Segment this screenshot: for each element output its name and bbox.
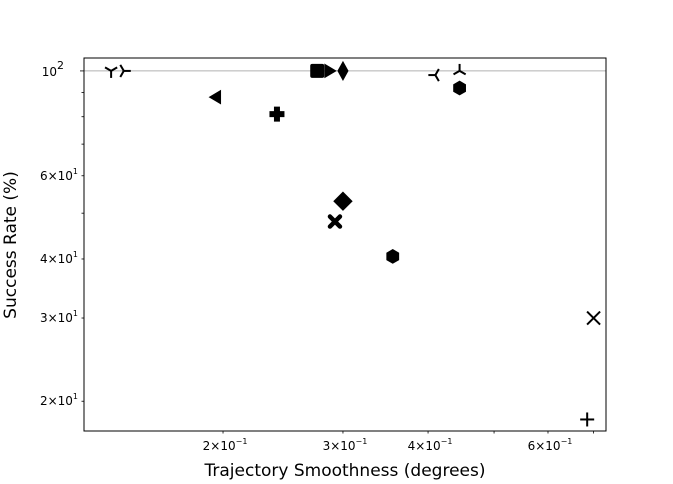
- data-points-layer: [104, 60, 601, 427]
- triangle-left-mark: [208, 89, 222, 105]
- tri-spoke: [453, 70, 461, 76]
- y-tick-label: 102: [42, 59, 64, 79]
- data-point-diamond: [333, 191, 353, 211]
- diamond-mark: [333, 191, 353, 211]
- data-point-tri-up: [453, 63, 467, 76]
- tri-spoke: [104, 66, 112, 72]
- data-point-triangle-right: [324, 63, 337, 79]
- tri-spoke: [119, 70, 125, 78]
- y-tick-label: 6×101: [40, 167, 78, 183]
- data-point-triangle-left: [208, 89, 222, 105]
- tri-spoke: [459, 70, 467, 76]
- data-point-plus: [580, 412, 595, 427]
- thin-diamond-mark: [337, 60, 349, 81]
- y-axis-label: Success Rate (%): [1, 171, 21, 319]
- data-point-hexagon: [386, 249, 400, 264]
- data-point-x-filled: [327, 214, 343, 229]
- filled-plus-mark: [269, 106, 285, 122]
- hexagon-mark: [386, 249, 400, 264]
- square-mark: [310, 63, 325, 78]
- x-tick-label: 2×10−1: [203, 437, 248, 453]
- tri-spoke: [110, 66, 118, 72]
- data-point-square: [310, 63, 325, 78]
- data-point-tri-left: [428, 68, 440, 82]
- data-point-tri-down: [104, 66, 118, 78]
- filled-x-stroke: [327, 214, 343, 229]
- x-axis-ticks: 2×10−1 3×10−1 4×10−1 6×10−1: [203, 431, 594, 453]
- y-axis-ticks: 102 6×101 4×101 3×101 2×101: [40, 59, 84, 408]
- tri-spoke: [119, 64, 125, 72]
- y-tick-label: 4×101: [40, 250, 78, 266]
- x-axis-label: Trajectory Smoothness (degrees): [204, 461, 486, 481]
- x-tick-label: 4×10−1: [408, 437, 453, 453]
- tri-spoke: [434, 68, 440, 76]
- y-tick-label: 3×101: [40, 309, 78, 325]
- triangle-right-mark: [324, 63, 337, 79]
- y-tick-label: 2×101: [40, 392, 78, 408]
- data-point-thin-diamond: [337, 60, 349, 81]
- x-tick-label: 6×10−1: [528, 437, 573, 453]
- data-point-plus-filled: [269, 106, 285, 122]
- data-point-hexagon: [453, 80, 466, 96]
- data-point-tri-right: [119, 64, 131, 78]
- x-stroke: [586, 310, 601, 326]
- axes-frame: [83, 57, 607, 432]
- tri-spoke: [434, 74, 440, 82]
- data-point-x: [586, 310, 601, 326]
- x-tick-label: 3×10−1: [323, 437, 368, 453]
- hexagon-mark: [453, 80, 466, 96]
